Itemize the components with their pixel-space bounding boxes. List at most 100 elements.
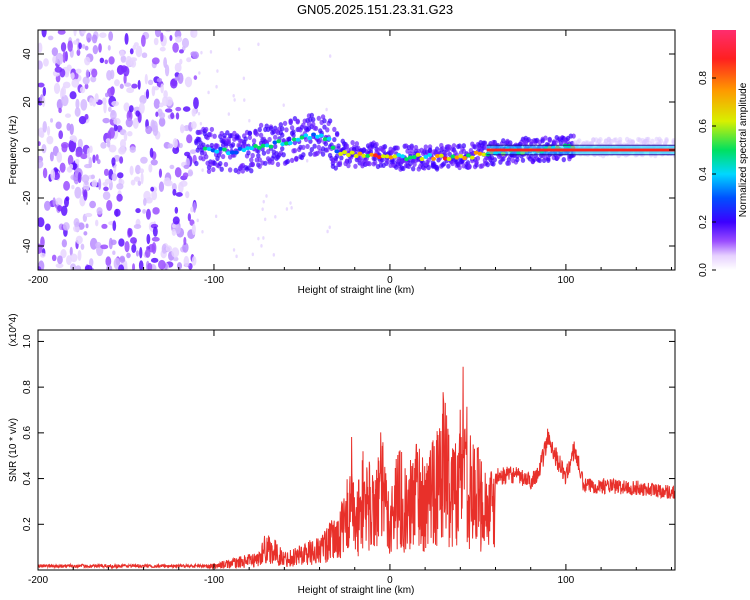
spectrogram-cell <box>42 120 48 133</box>
spectrogram-cell <box>481 152 487 157</box>
spectrogram-cell <box>69 91 77 100</box>
spectrogram-cell <box>254 131 260 137</box>
spectrogram-cell <box>164 30 172 33</box>
spectrogram-cell <box>322 137 328 142</box>
spectrogram-cell <box>320 114 326 120</box>
spectrogram-cell <box>170 112 175 120</box>
spectrogram-cell <box>178 49 184 54</box>
spectrogram-cell <box>104 59 109 65</box>
spectrogram-cell <box>88 258 94 267</box>
spectrogram-cell <box>227 167 233 173</box>
spectrogram-cell <box>334 153 340 159</box>
spectrogram-cell <box>401 165 406 172</box>
spectrogram-cell <box>183 255 190 268</box>
spectrogram-cell <box>332 136 337 143</box>
spectrogram-cell <box>69 135 77 141</box>
spectrogram-cell <box>113 257 121 270</box>
spectrogram-cell <box>246 150 251 156</box>
spectrogram-cell <box>171 247 180 258</box>
spectrogram-cell <box>342 150 347 155</box>
spectrogram-cell <box>219 166 224 172</box>
spectrogram-cell <box>446 157 452 162</box>
spectrogram-cell <box>240 168 246 174</box>
spectrogram-cell <box>284 141 289 146</box>
spectrogram-cell <box>127 227 133 237</box>
spectrogram-cell <box>151 57 160 65</box>
spectrogram-cell <box>114 79 120 87</box>
spectrogram-cell <box>434 166 440 172</box>
spectrogram-y-tick-label: 0 <box>22 147 33 153</box>
spectrogram-cell <box>85 69 90 79</box>
spectrogram-cell <box>349 150 355 155</box>
spectrogram-cell <box>159 112 166 119</box>
spectrogram-cell <box>261 207 264 211</box>
spectrogram-cell <box>89 145 93 153</box>
spectrogram-cell <box>257 42 260 47</box>
spectrogram-cell <box>98 43 102 53</box>
spectrogram-cell <box>141 52 148 59</box>
spectrogram-cell <box>250 152 255 159</box>
spectrogram-cell <box>186 57 192 63</box>
spectrogram-cell <box>457 164 462 171</box>
spectrogram-cell <box>184 76 193 88</box>
spectrogram-cell <box>257 127 262 133</box>
spectrogram-cell <box>86 32 92 43</box>
ridge-core <box>486 148 675 152</box>
snr-frame <box>37 329 676 571</box>
spectrogram-cell <box>63 180 71 191</box>
spectrogram-cell <box>272 253 276 257</box>
spectrogram-x-ticks: -200 -100 0 100 <box>28 30 672 286</box>
spectrogram-cell <box>126 87 135 94</box>
spectrogram-panel: -200 -100 0 100 40 20 0 -20 -40 Height of strai… <box>8 29 676 296</box>
spectrogram-x-tick-label: -200 <box>28 275 48 286</box>
spectrogram-cell <box>273 143 278 150</box>
spectrogram-cell <box>396 152 402 157</box>
spectrogram-cell <box>84 212 93 218</box>
spectrogram-cell <box>506 160 512 166</box>
spectrogram-cell <box>282 120 288 126</box>
spectrogram-cell <box>427 153 433 158</box>
snr-panel: -200 -100 0 100 0.2 0.4 0.6 0.8 1.0 Height of s… <box>8 313 676 596</box>
spectrogram-cell <box>60 205 68 217</box>
spectrogram-cell <box>71 184 75 190</box>
spectrogram-cell <box>344 143 350 149</box>
snr-x-tick-label: -200 <box>28 575 48 586</box>
spectrogram-cell <box>191 108 197 117</box>
spectrogram-cell <box>46 135 54 145</box>
spectrogram-cell <box>216 69 219 73</box>
spectrogram-cell <box>245 146 251 151</box>
spectrogram-cell <box>577 138 582 144</box>
spectrogram-cell <box>395 145 400 151</box>
spectrogram-cell <box>150 159 158 166</box>
spectrogram-cell <box>84 264 93 270</box>
spectrogram-cell <box>147 262 153 270</box>
spectrogram-cell <box>214 149 220 154</box>
spectrogram-cell <box>119 83 124 89</box>
spectrogram-cell <box>140 156 148 164</box>
spectrogram-cell <box>267 136 272 143</box>
spectrogram-cell <box>392 154 398 159</box>
spectrogram-cell <box>172 216 180 225</box>
spectrogram-cell <box>520 157 526 163</box>
spectrogram-cell <box>289 157 295 163</box>
spectrogram-cell <box>139 247 143 259</box>
spectrogram-cell <box>543 135 548 141</box>
spectrogram-cell <box>58 130 64 140</box>
spectrogram-cell <box>129 48 134 55</box>
spectrogram-cell <box>99 57 105 64</box>
colorbar-tick-label: 0.4 <box>698 167 709 181</box>
spectrogram-cell <box>260 143 266 148</box>
spectrogram-cell <box>175 224 181 235</box>
spectrogram-cell <box>206 168 212 174</box>
spectrogram-cell <box>147 79 154 86</box>
spectrogram-cell <box>89 237 98 250</box>
spectrogram-cell <box>164 64 170 77</box>
spectrogram-y-tick-label: -40 <box>22 238 33 253</box>
spectrogram-cell <box>145 125 153 135</box>
spectrogram-cell <box>159 102 164 108</box>
spectrogram-cell <box>135 110 140 117</box>
spectrogram-cell <box>278 122 284 128</box>
spectrogram-cell <box>38 159 44 169</box>
spectrogram-cell <box>183 164 190 170</box>
spectrogram-cell <box>75 265 82 270</box>
